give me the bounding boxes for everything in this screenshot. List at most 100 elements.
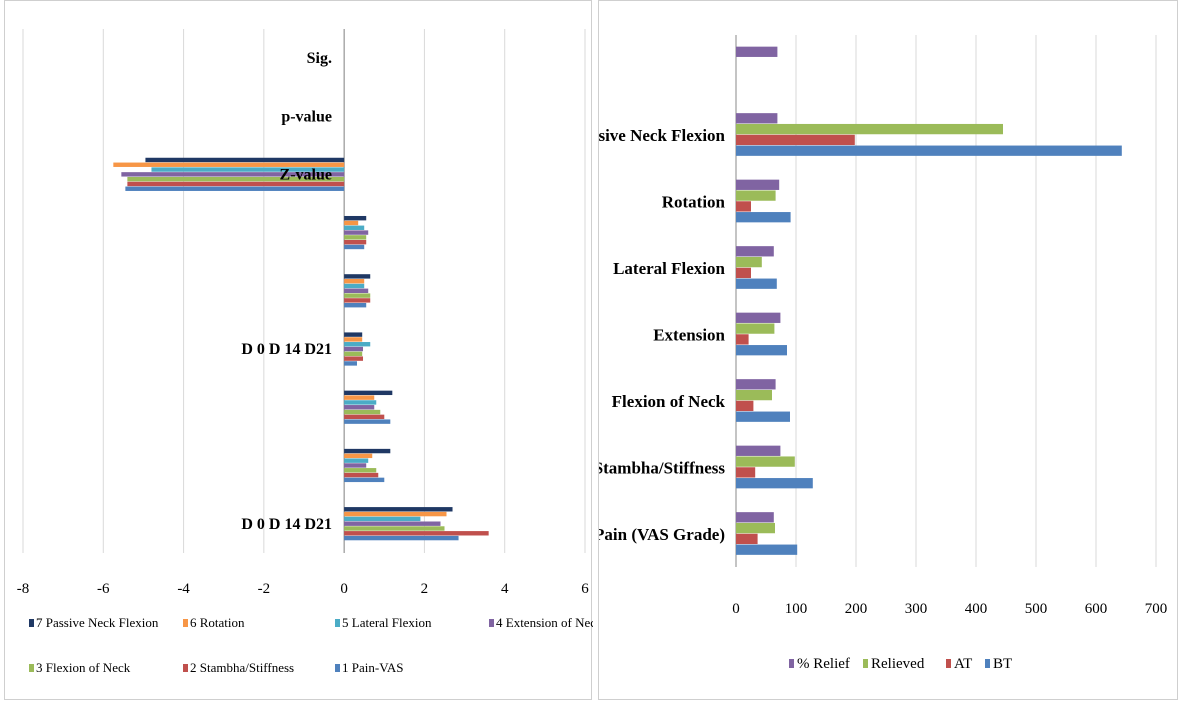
bar-bt	[736, 212, 791, 223]
bar-5-lateral-flexion	[344, 458, 369, 463]
bar-2-stambha-stiffness	[344, 472, 379, 478]
bar-at	[736, 467, 756, 478]
x-tick-label: 0	[340, 581, 348, 597]
bar-2-stambha-stiffness	[344, 239, 367, 245]
legend-label: 3 Flexion of Neck	[36, 660, 131, 675]
bar-3-flexion-of-neck	[344, 351, 363, 357]
category-label: D 0 D 14 D21	[241, 516, 332, 533]
legend-swatch	[335, 619, 340, 627]
bar-1-pain-vas	[125, 186, 345, 191]
bar-5-lateral-flexion	[344, 400, 377, 405]
bar-relief	[736, 179, 780, 190]
bar-4-extension-of-neck	[344, 463, 367, 468]
bar-5-lateral-flexion	[344, 516, 421, 522]
bar-relief	[736, 512, 774, 523]
bar-at	[736, 400, 754, 412]
bar-2-stambha-stiffness	[127, 181, 345, 187]
legend-swatch	[29, 619, 34, 627]
category-label: Lateral Flexion	[613, 259, 725, 278]
bar-4-extension-of-neck	[344, 346, 364, 352]
bar-1-pain-vas	[344, 303, 367, 308]
legend-label: 6 Rotation	[190, 615, 245, 630]
bar-4-extension-of-neck	[344, 230, 369, 235]
bar-6-rotation	[344, 395, 375, 400]
bar-5-lateral-flexion	[344, 342, 371, 347]
bar-2-stambha-stiffness	[344, 298, 371, 303]
category-label: Pain (VAS Grade)	[599, 525, 725, 544]
x-tick-label: 0	[732, 601, 740, 617]
legend-swatch	[183, 619, 188, 627]
bar-relieved	[736, 256, 762, 268]
legend-swatch	[335, 664, 340, 672]
bar-bt	[736, 345, 787, 356]
bar-3-flexion-of-neck	[344, 409, 381, 415]
bar-3-flexion-of-neck	[127, 176, 345, 182]
bar-3-flexion-of-neck	[344, 293, 371, 298]
legend-swatch	[183, 664, 188, 672]
bar-7-passive-neck-flexion	[344, 448, 391, 454]
bar-relief	[736, 379, 776, 390]
x-tick-label: 2	[421, 581, 429, 597]
bar-relief	[736, 312, 781, 323]
bar-at	[736, 267, 751, 279]
bar-1-pain-vas	[344, 419, 391, 424]
bar-1-pain-vas	[344, 535, 459, 541]
x-tick-label: 100	[785, 601, 808, 617]
bar-at	[736, 134, 855, 146]
bar-6-rotation	[344, 511, 447, 517]
category-label: Rotation	[662, 192, 726, 211]
bar-relieved	[736, 123, 1003, 135]
bar-2-stambha-stiffness	[344, 414, 385, 420]
legend-label: 1 Pain-VAS	[342, 660, 404, 675]
bar-1-pain-vas	[344, 361, 357, 366]
bar-7-passive-neck-flexion	[344, 215, 367, 221]
x-tick-label: 300	[905, 601, 928, 617]
x-tick-label: -6	[97, 581, 110, 597]
x-tick-label: 700	[1145, 601, 1168, 617]
bar-4-extension-of-neck	[344, 521, 441, 526]
x-tick-label: 6	[581, 581, 589, 597]
x-tick-label: -2	[258, 581, 271, 597]
bar-at	[736, 201, 751, 212]
bar-2-stambha-stiffness	[344, 356, 364, 361]
category-label: Sig.	[307, 50, 332, 67]
bar-7-passive-neck-flexion	[344, 390, 393, 396]
legend-swatch	[489, 619, 494, 627]
legend-label: AT	[954, 656, 972, 672]
left-chart-panel: -8 -6 -4 -2 0 2 4 6 D 0 D 14 D21 D 0 D 14 D21 Z-va…	[4, 0, 593, 700]
bar-6-rotation	[344, 337, 363, 342]
bar-relief	[736, 246, 774, 257]
bar-bt	[736, 544, 798, 555]
bar-at	[736, 533, 758, 545]
bar-4-extension-of-neck	[121, 172, 345, 177]
x-tick-label: 400	[965, 601, 988, 617]
bar-relieved	[736, 389, 772, 401]
legend-label: 7 Passive Neck Flexion	[36, 615, 159, 630]
x-tick-label: -8	[17, 581, 30, 597]
right-chart-panel: 0 100 200 300 400 500 600 700 Pain (VAS Grade) St…	[598, 0, 1178, 700]
x-tick-label: 200	[845, 601, 868, 617]
category-label: Flexion of Neck	[612, 392, 726, 411]
bar-6-rotation	[344, 279, 365, 284]
bar-7-passive-neck-flexion	[344, 332, 363, 337]
bar-relieved	[736, 190, 776, 201]
legend-label: 4 Extension of Neck	[496, 615, 593, 630]
bar-5-lateral-flexion	[344, 225, 365, 230]
bar-relief	[736, 113, 778, 124]
bar-3-flexion-of-neck	[344, 468, 377, 473]
bar-relief	[736, 445, 781, 456]
legend-label: 5 Lateral Flexion	[342, 615, 432, 630]
legend-swatch	[985, 659, 990, 668]
left-bar-chart: -8 -6 -4 -2 0 2 4 6 D 0 D 14 D21 D 0 D 14 D21 Z-va…	[17, 29, 593, 675]
x-tick-label: -4	[177, 581, 190, 597]
category-label: p-value	[281, 108, 332, 125]
bar-1-pain-vas	[344, 244, 365, 250]
bar-bt	[736, 478, 813, 489]
bar-4-extension-of-neck	[344, 405, 375, 410]
bar-1-pain-vas	[344, 477, 385, 483]
bar-bt	[736, 278, 777, 289]
bar-7-passive-neck-flexion	[344, 274, 371, 279]
category-label: Stambha/Stiffness	[599, 458, 725, 477]
bar-6-rotation	[344, 220, 359, 226]
bar-relieved	[736, 323, 775, 334]
